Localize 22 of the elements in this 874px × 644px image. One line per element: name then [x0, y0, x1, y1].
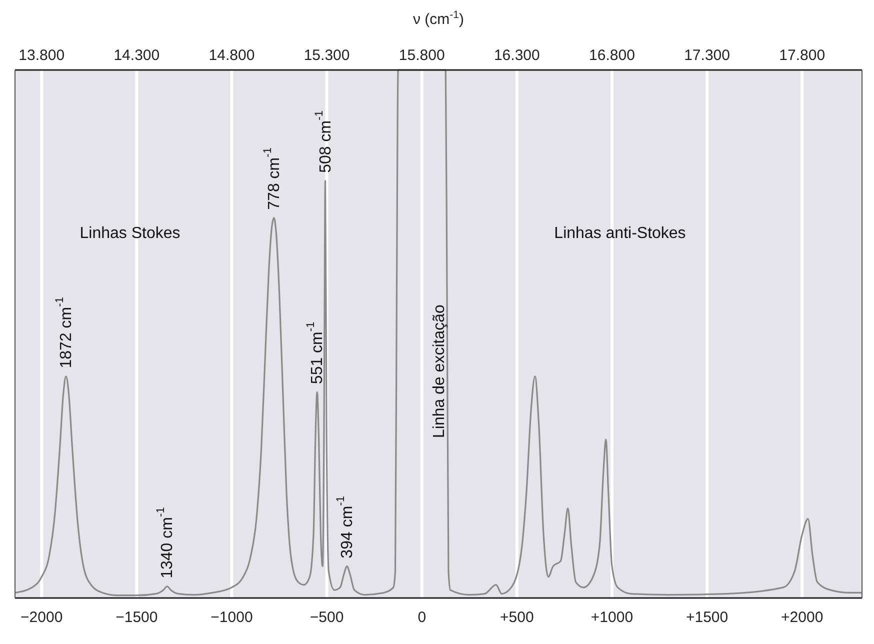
x-tick-label: −500	[310, 609, 344, 626]
annotation: Linhas Stokes	[80, 225, 180, 242]
x2-tick-label: 17.300	[684, 47, 730, 64]
x2-tick-label: 17.800	[779, 47, 826, 64]
x-tick-label: −1000	[210, 609, 253, 626]
x2-tick-label: 14.800	[208, 47, 255, 64]
x2-tick-label: 13.800	[18, 47, 65, 64]
x-tick-label: +1000	[590, 609, 634, 626]
annotation: Linhas anti-Stokes	[554, 225, 686, 242]
x-tick-label: +500	[500, 609, 534, 626]
x-tick-label: −1500	[116, 609, 158, 626]
x2-axis-title: ν (cm$^{-1}$)	[412, 9, 464, 28]
x2-tick-label: 15.800	[398, 47, 445, 64]
x2-tick-label: 16.800	[589, 47, 635, 64]
x-tick-label: +1500	[686, 609, 728, 626]
x2-tick-label: 14.300	[114, 47, 160, 64]
x-tick-label: 0	[418, 609, 426, 626]
x-tick-label: +2000	[781, 609, 824, 626]
x-tick-label: −2000	[20, 609, 63, 626]
x2-tick-label: 16.300	[494, 47, 540, 64]
x2-tick-label: 15.300	[304, 47, 350, 64]
annotation: Linha de excitação	[430, 304, 448, 438]
